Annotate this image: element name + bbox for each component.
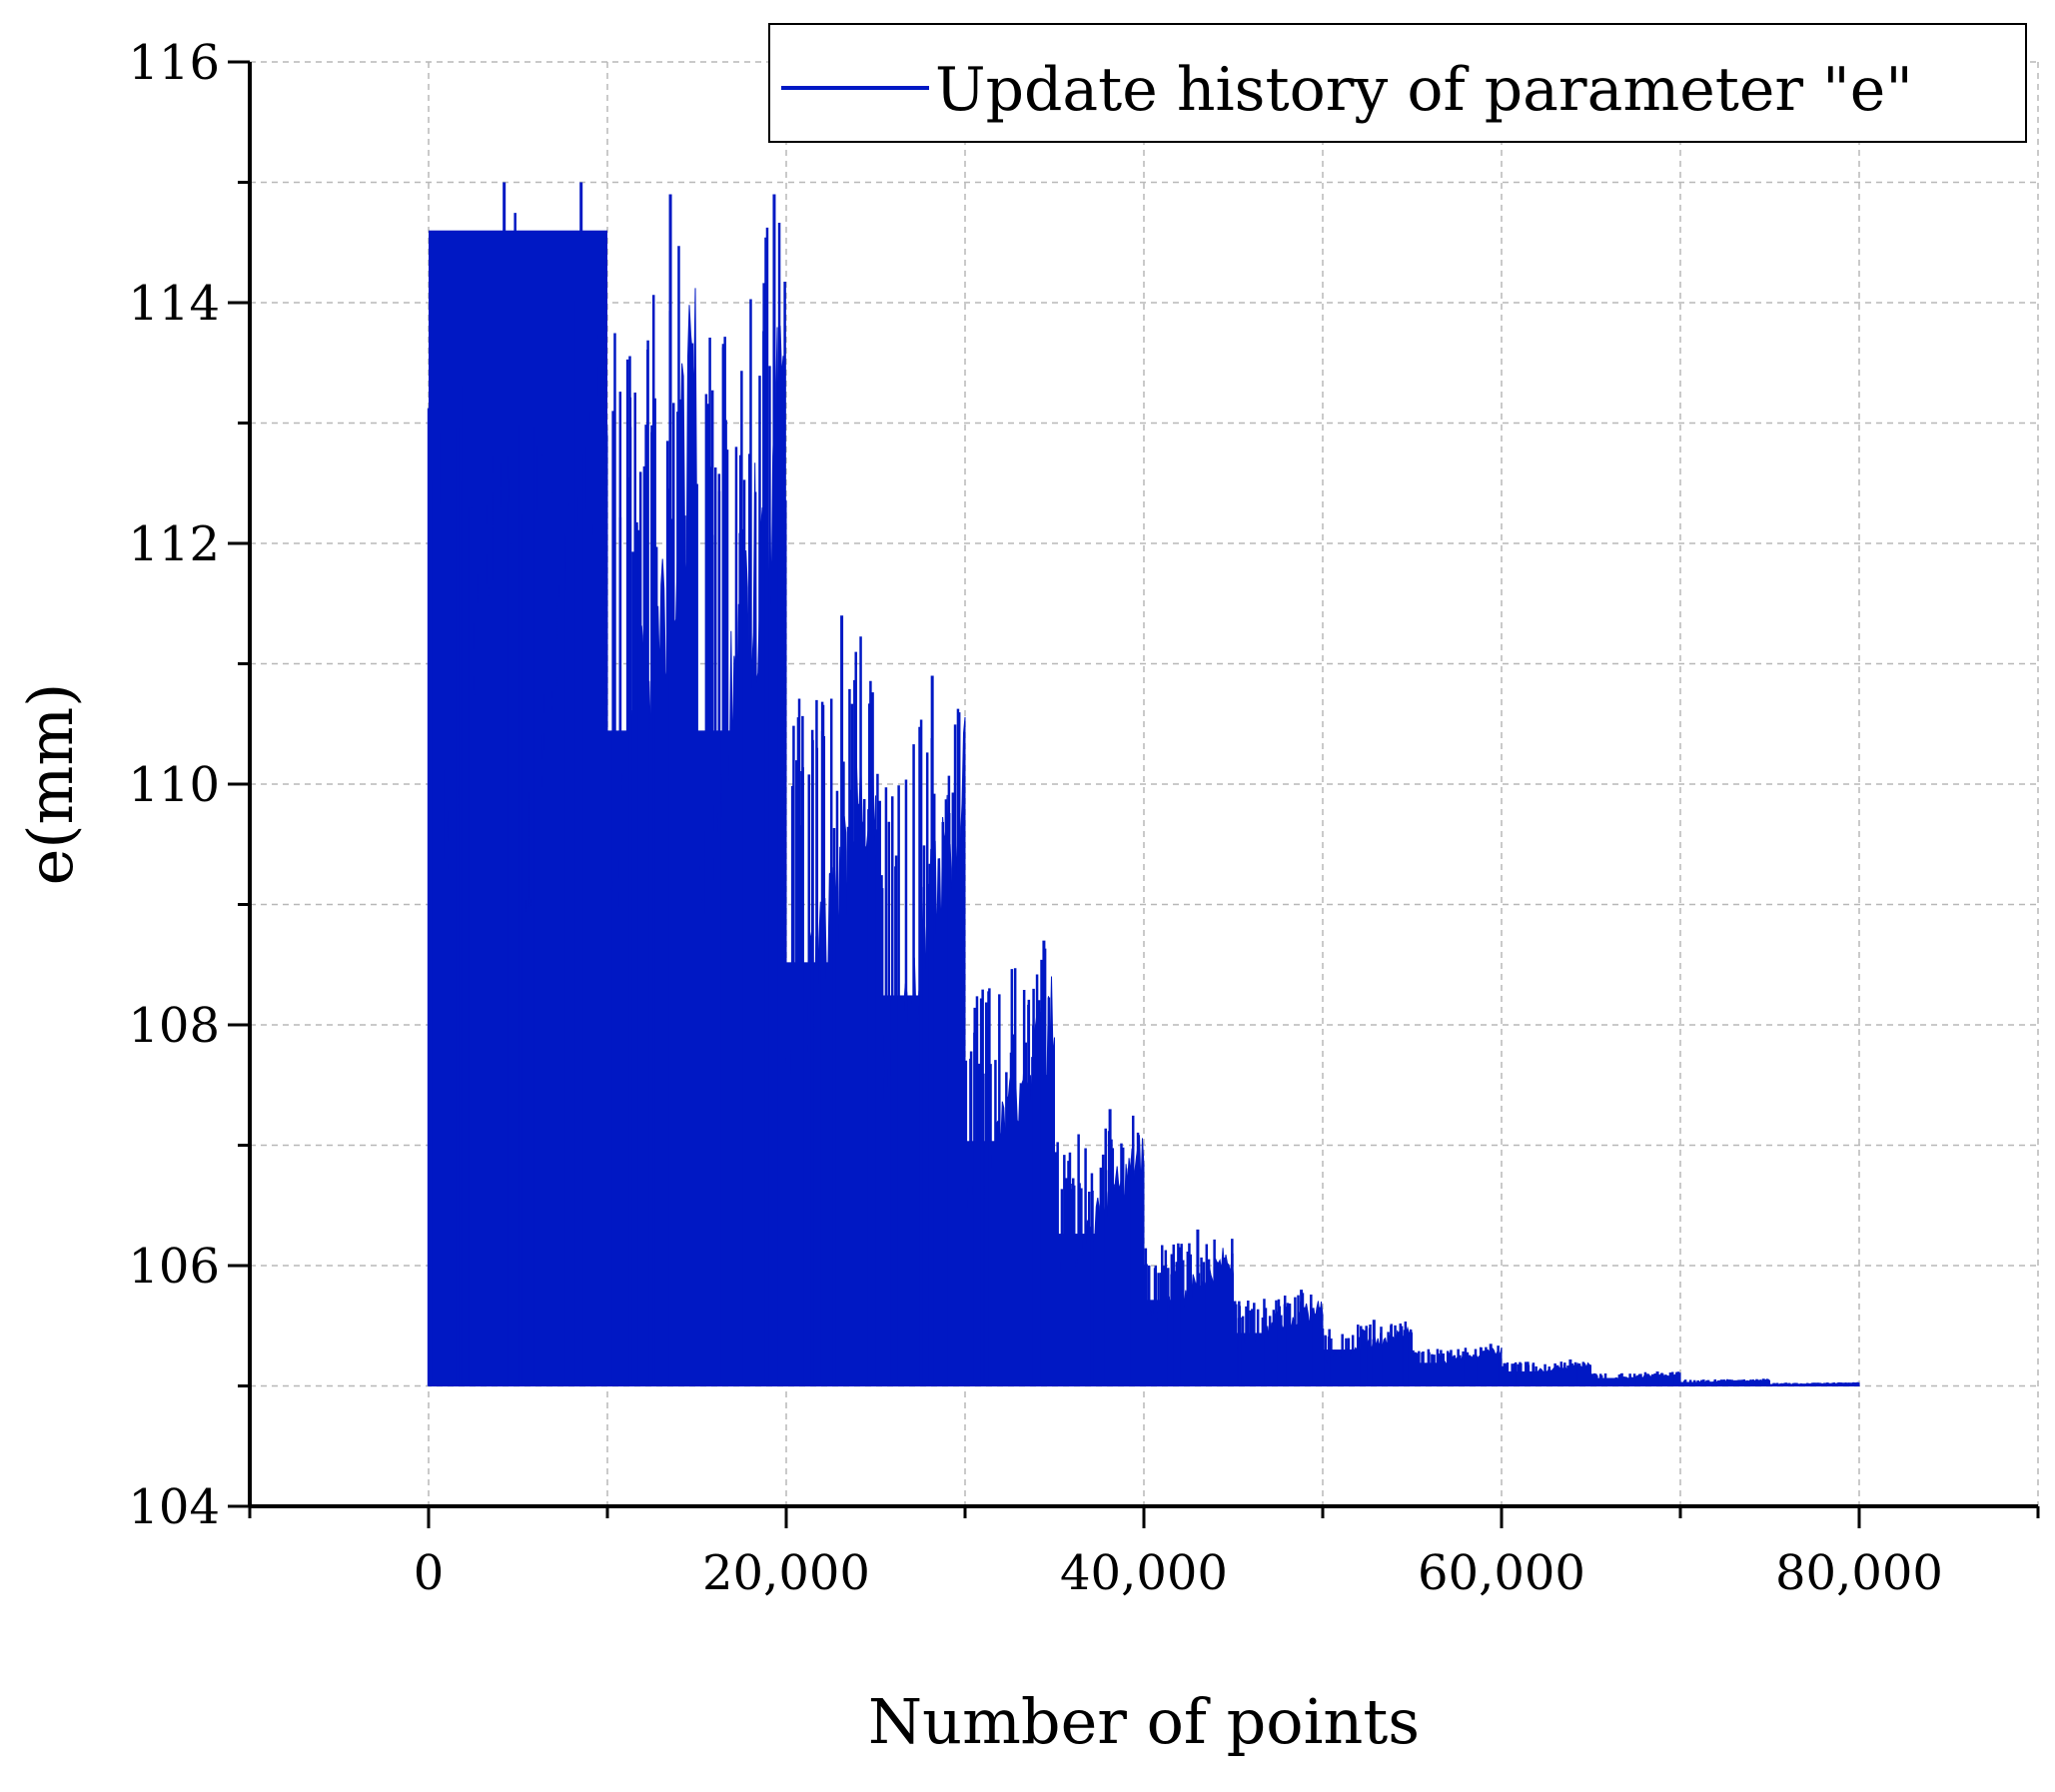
y-tick-label: 112 (128, 516, 220, 572)
legend-box (768, 23, 2027, 143)
y-tick-label: 116 (128, 35, 220, 91)
y-tick-label: 104 (128, 1479, 220, 1535)
x-tick-label: 20,000 (702, 1545, 870, 1601)
series-segment (1412, 1344, 1503, 1386)
series-segment (1142, 1229, 1234, 1386)
series-segment (1769, 1381, 1860, 1386)
series-segment (1321, 1320, 1413, 1386)
x-axis-title: Number of points (868, 1685, 1420, 1758)
y-tick-label: 110 (128, 757, 220, 813)
y-tick-label: 108 (128, 998, 220, 1054)
series-segment (517, 182, 608, 1386)
x-tick-label: 0 (414, 1545, 445, 1601)
series-segment (1054, 1109, 1145, 1386)
series-segment (1679, 1378, 1770, 1386)
x-tick-label: 60,000 (1418, 1545, 1585, 1601)
y-tick-label: 106 (128, 1239, 220, 1295)
series-segment (874, 675, 966, 1386)
series-segment (1500, 1358, 1591, 1386)
series-segment (1232, 1290, 1324, 1386)
x-tick-label: 80,000 (1775, 1545, 1943, 1601)
y-axis-title: e(mm) (14, 683, 87, 886)
series-segment (606, 194, 697, 1386)
series-segment (785, 615, 876, 1386)
series-segment (964, 940, 1055, 1386)
series-segment (1589, 1371, 1681, 1386)
legend: Update history of parameter "e" (768, 23, 2027, 143)
legend-label: Update history of parameter "e" (935, 55, 1913, 125)
series-segment (695, 194, 787, 1386)
ticks: 104 106 108 110 112 114 116 0 20,000 40,000 60,000… (128, 35, 2040, 1601)
y-tick-label: 114 (128, 276, 220, 332)
series-segment (427, 182, 518, 1386)
x-tick-label: 40,000 (1060, 1545, 1228, 1601)
series-layer (427, 182, 1860, 1386)
